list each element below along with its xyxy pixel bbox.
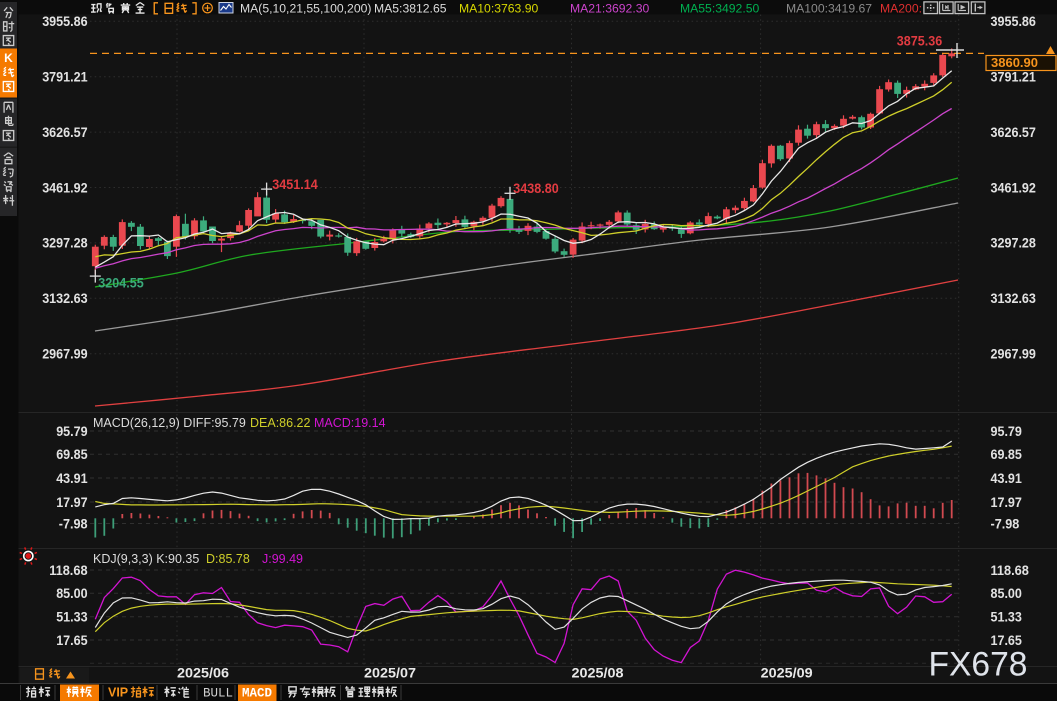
svg-text:MA200:: MA200: bbox=[880, 2, 922, 16]
svg-text:MA21:3692.30: MA21:3692.30 bbox=[570, 2, 650, 16]
svg-text:J:99.49: J:99.49 bbox=[262, 552, 303, 566]
svg-text:MA55:3492.50: MA55:3492.50 bbox=[680, 2, 760, 16]
svg-text:2967.99: 2967.99 bbox=[991, 346, 1037, 362]
svg-text:BULL: BULL bbox=[203, 687, 233, 701]
svg-text:-7.98: -7.98 bbox=[991, 515, 1020, 531]
svg-text:95.79: 95.79 bbox=[56, 423, 88, 439]
svg-text:69.85: 69.85 bbox=[56, 446, 88, 462]
svg-text:FX678: FX678 bbox=[929, 646, 1028, 684]
svg-text:VIP: VIP bbox=[108, 686, 128, 700]
svg-text:85.00: 85.00 bbox=[56, 585, 88, 601]
svg-text:DEA:86.22: DEA:86.22 bbox=[250, 416, 311, 430]
svg-text:2025/06: 2025/06 bbox=[177, 665, 229, 681]
svg-text:3626.57: 3626.57 bbox=[991, 124, 1037, 140]
svg-text:51.33: 51.33 bbox=[56, 609, 88, 625]
svg-text:2025/07: 2025/07 bbox=[364, 665, 416, 681]
svg-text:3791.21: 3791.21 bbox=[42, 69, 88, 85]
svg-text:3461.92: 3461.92 bbox=[991, 179, 1037, 195]
svg-text:MA(5,10,21,55,100,200): MA(5,10,21,55,100,200) bbox=[240, 2, 371, 16]
svg-text:3955.86: 3955.86 bbox=[42, 13, 88, 29]
svg-text:95.79: 95.79 bbox=[991, 423, 1023, 439]
svg-text:2025/09: 2025/09 bbox=[761, 665, 813, 681]
svg-text:K: K bbox=[4, 51, 13, 65]
svg-text:MACD(26,12,9) DIFF:95.79: MACD(26,12,9) DIFF:95.79 bbox=[93, 416, 246, 430]
svg-text:3297.28: 3297.28 bbox=[42, 235, 88, 251]
svg-text:3204.55: 3204.55 bbox=[98, 275, 144, 291]
svg-text:KDJ(9,3,3) K:90.35: KDJ(9,3,3) K:90.35 bbox=[93, 552, 199, 566]
svg-text:3875.36: 3875.36 bbox=[897, 33, 943, 49]
svg-text:3451.14: 3451.14 bbox=[272, 176, 318, 192]
svg-text:3955.86: 3955.86 bbox=[991, 13, 1037, 29]
svg-text:17.97: 17.97 bbox=[56, 494, 88, 510]
svg-text:3791.21: 3791.21 bbox=[991, 69, 1037, 85]
svg-text:3132.63: 3132.63 bbox=[991, 290, 1037, 306]
svg-text:118.68: 118.68 bbox=[49, 562, 88, 578]
svg-text:MACD: MACD bbox=[242, 687, 273, 701]
svg-text:3461.92: 3461.92 bbox=[42, 179, 88, 195]
svg-text:MA100:3419.67: MA100:3419.67 bbox=[786, 2, 872, 16]
svg-text:D:85.78: D:85.78 bbox=[206, 552, 250, 566]
svg-text:MACD:19.14: MACD:19.14 bbox=[314, 416, 386, 430]
svg-text:2025/08: 2025/08 bbox=[572, 665, 624, 681]
svg-text:3438.80: 3438.80 bbox=[513, 180, 559, 196]
svg-text:3132.63: 3132.63 bbox=[42, 290, 88, 306]
svg-text:43.91: 43.91 bbox=[56, 470, 88, 486]
svg-text:MA10:3763.90: MA10:3763.90 bbox=[459, 2, 539, 16]
svg-text:17.65: 17.65 bbox=[991, 632, 1023, 648]
svg-text:17.97: 17.97 bbox=[991, 494, 1023, 510]
svg-text:3297.28: 3297.28 bbox=[991, 235, 1037, 251]
svg-text:51.33: 51.33 bbox=[991, 609, 1023, 625]
svg-text:3626.57: 3626.57 bbox=[42, 124, 88, 140]
svg-text:2967.99: 2967.99 bbox=[42, 346, 88, 362]
svg-text:85.00: 85.00 bbox=[991, 585, 1023, 601]
svg-text:69.85: 69.85 bbox=[991, 446, 1023, 462]
svg-text:MA5:3812.65: MA5:3812.65 bbox=[374, 2, 447, 16]
svg-text:43.91: 43.91 bbox=[991, 470, 1023, 486]
svg-text:118.68: 118.68 bbox=[991, 562, 1030, 578]
svg-text:17.65: 17.65 bbox=[56, 632, 88, 648]
svg-text:3860.90: 3860.90 bbox=[991, 55, 1038, 70]
svg-text:-7.98: -7.98 bbox=[59, 515, 88, 531]
